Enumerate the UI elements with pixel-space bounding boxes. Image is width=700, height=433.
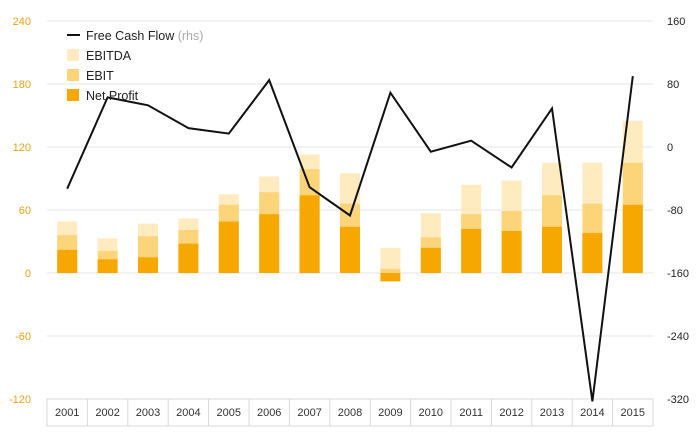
x-tick-label: 2006 bbox=[257, 407, 281, 419]
bars bbox=[57, 120, 643, 282]
legend: Free Cash Flow (rhs) EBITDA EBIT Net Profit bbox=[67, 29, 203, 103]
x-tick-label: 2012 bbox=[499, 407, 523, 419]
x-tick-label: 2003 bbox=[136, 407, 160, 419]
net-profit-bar-2010 bbox=[420, 247, 441, 273]
net-profit-bar-2011 bbox=[461, 228, 482, 273]
ebitda-legend-label: EBITDA bbox=[86, 49, 132, 63]
ebitda-legend-swatch bbox=[67, 49, 79, 61]
net-profit-bar-2003 bbox=[138, 257, 158, 273]
net-profit-bar-2006 bbox=[259, 214, 280, 273]
net-profit-bar-2007 bbox=[299, 195, 320, 273]
y-left-tick-label: 120 bbox=[13, 142, 31, 154]
x-axis-box bbox=[46, 398, 654, 427]
net-profit-bar-2014 bbox=[582, 233, 603, 273]
x-tick-label: 2014 bbox=[580, 407, 604, 419]
y-left-tick-label: 240 bbox=[13, 16, 31, 28]
rhs-note: (rhs) bbox=[174, 29, 203, 43]
y-right-tick-label: 80 bbox=[667, 79, 679, 91]
tick-labels: 240 180 120 60 0 -60 -120 160 80 0 -80 -160 -240 -320… bbox=[9, 16, 689, 419]
net-profit-bar-2008 bbox=[340, 226, 360, 273]
x-tick-label: 2001 bbox=[55, 407, 79, 419]
x-tick-label: 2010 bbox=[419, 407, 443, 419]
ebitda-bar-2009 bbox=[380, 247, 401, 273]
y-right-tick-label: -80 bbox=[667, 205, 683, 217]
net-profit-bar-2002 bbox=[97, 259, 118, 273]
x-tick-label: 2002 bbox=[95, 407, 119, 419]
y-right-tick-label: 160 bbox=[667, 16, 685, 28]
net-profit-bar-2001 bbox=[57, 249, 78, 273]
net-profit-bar-2004 bbox=[178, 243, 199, 273]
free-cash-flow-legend-label: Free Cash Flow (rhs) bbox=[86, 29, 203, 43]
ebit-legend-label: EBIT bbox=[86, 69, 114, 83]
y-right-tick-label: -320 bbox=[667, 394, 689, 406]
y-left-tick-label: 0 bbox=[25, 268, 31, 280]
x-tick-label: 2011 bbox=[459, 407, 483, 419]
x-tick-label: 2015 bbox=[621, 407, 645, 419]
y-right-tick-label: 0 bbox=[667, 142, 673, 154]
net-profit-bar-2013 bbox=[542, 226, 562, 273]
x-tick-label: 2005 bbox=[217, 407, 241, 419]
x-tick-label: 2013 bbox=[540, 407, 564, 419]
x-tick-label: 2004 bbox=[176, 407, 200, 419]
y-right-tick-label: -240 bbox=[667, 331, 689, 343]
y-left-tick-label: -120 bbox=[9, 394, 31, 406]
free-cash-flow-line-group bbox=[66, 75, 634, 402]
x-tick-label: 2009 bbox=[378, 407, 402, 419]
net-profit-bar-2015 bbox=[622, 204, 643, 273]
ebit-bar-2009 bbox=[380, 268, 401, 273]
x-tick-label: 2008 bbox=[338, 407, 362, 419]
ebit-legend-swatch bbox=[67, 69, 79, 81]
net-profit-bar-2012 bbox=[501, 231, 522, 273]
free-cash-flow-line bbox=[66, 75, 634, 402]
net-profit-bar-2009 bbox=[380, 273, 401, 282]
y-left-tick-label: 180 bbox=[13, 79, 31, 91]
net-profit-bar-2005 bbox=[218, 221, 239, 273]
net-profit-legend-swatch bbox=[67, 89, 79, 101]
y-left-tick-label: 60 bbox=[19, 205, 31, 217]
net-profit-legend-label: Net Profit bbox=[86, 89, 139, 103]
x-axis bbox=[46, 398, 654, 427]
y-left-tick-label: -60 bbox=[15, 331, 31, 343]
y-right-tick-label: -160 bbox=[667, 268, 689, 280]
x-tick-label: 2007 bbox=[297, 407, 321, 419]
